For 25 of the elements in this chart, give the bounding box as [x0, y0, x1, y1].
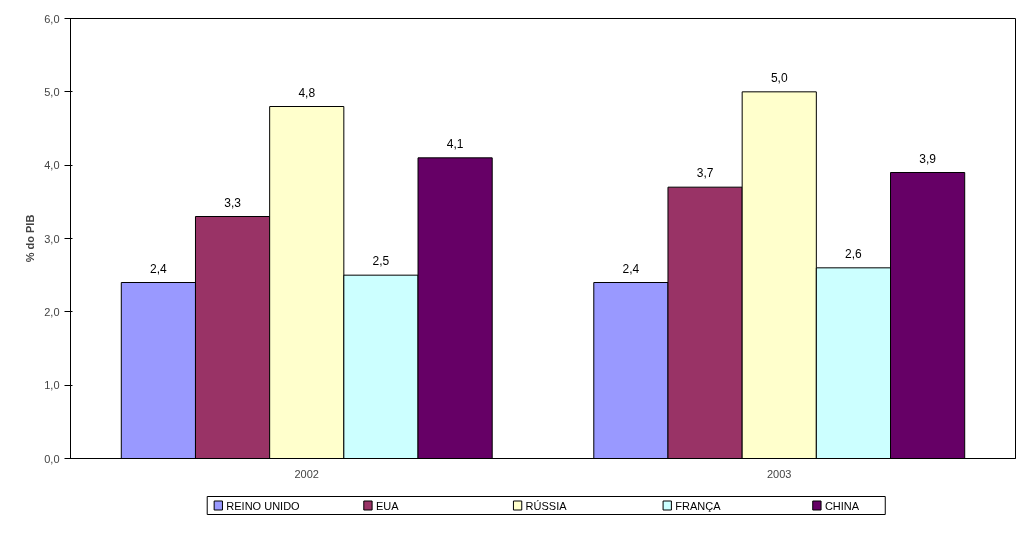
y-tick-label: 2,0: [44, 305, 60, 318]
y-tick-label: 6,0: [44, 12, 60, 25]
data-label: 4,1: [446, 136, 464, 151]
y-tick-label: 3,0: [44, 232, 60, 245]
data-label: 2,5: [372, 254, 390, 269]
y-tick-label: 1,0: [44, 379, 60, 392]
y-tick-label: 0,0: [44, 452, 60, 465]
data-label: 2,4: [150, 261, 168, 276]
x-tick-label: 2003: [767, 467, 792, 480]
data-label: 2,6: [845, 246, 863, 261]
data-label: 3,3: [224, 195, 242, 210]
data-label: 4,8: [298, 85, 316, 100]
y-tick-label: 4,0: [44, 159, 60, 172]
data-label: 3,7: [696, 166, 714, 181]
data-label: 3,9: [919, 151, 937, 166]
legend-label: REINO UNIDO: [226, 499, 301, 512]
legend-label: FRANÇA: [675, 499, 722, 512]
data-label: 2,4: [622, 261, 640, 276]
x-tick-label: 2002: [294, 467, 319, 480]
y-tick-label: 5,0: [44, 85, 60, 98]
legend-label: RÚSSIA: [525, 499, 568, 512]
legend-label: EUA: [375, 499, 400, 512]
data-label: 5,0: [770, 70, 788, 85]
y-axis-title: % do PIB: [24, 214, 37, 263]
legend-label: CHINA: [824, 499, 860, 512]
